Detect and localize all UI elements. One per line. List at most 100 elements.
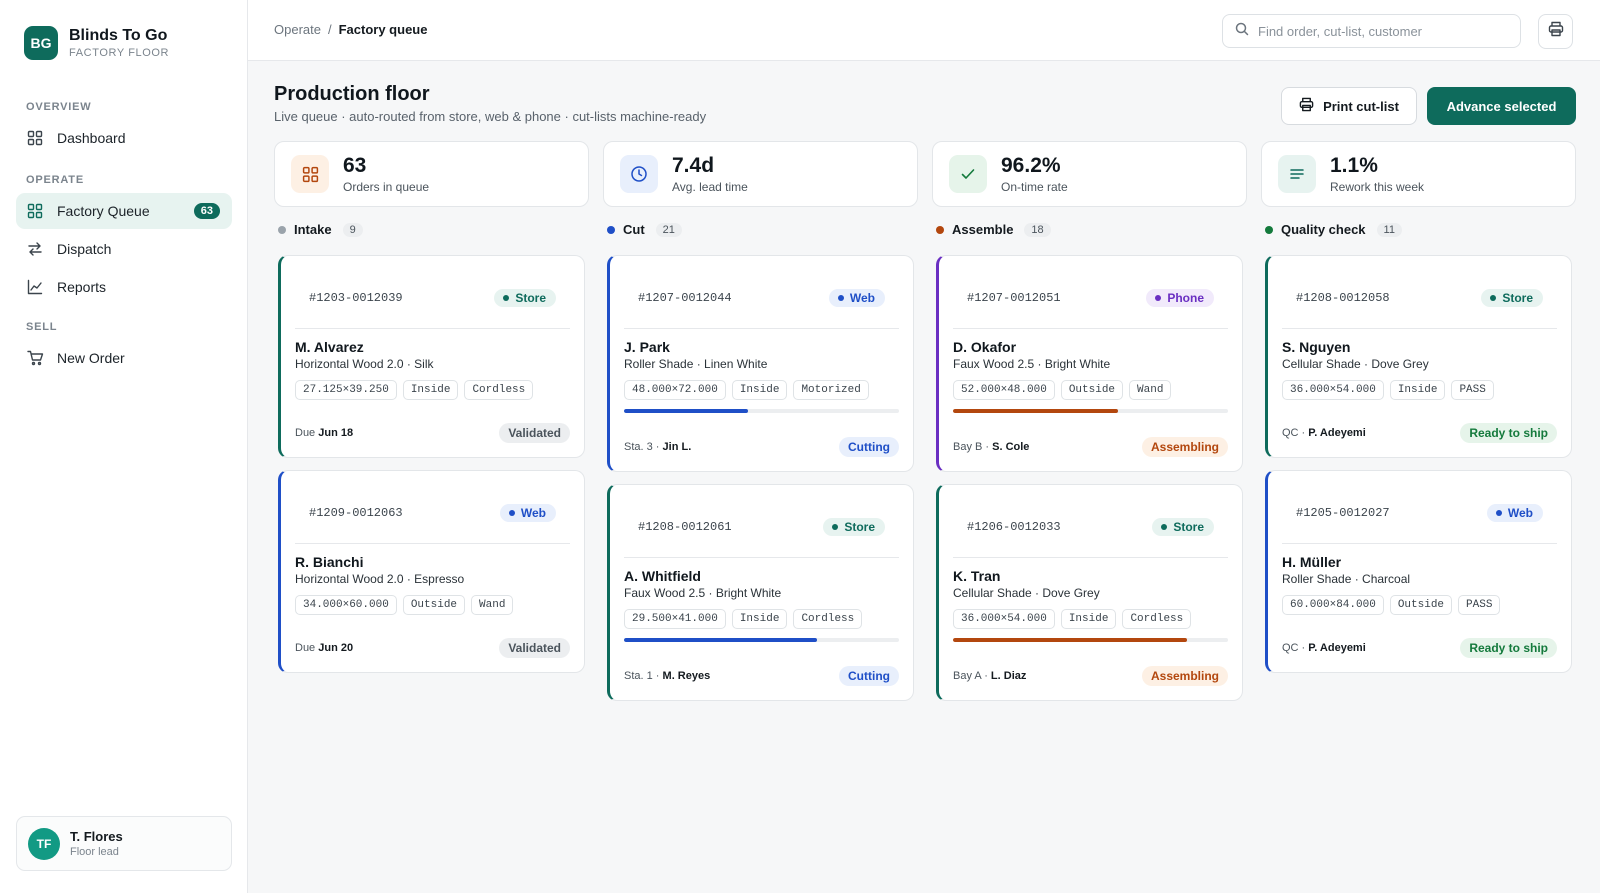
control-chip: Cordless — [793, 609, 863, 629]
brand-subtitle: FACTORY FLOOR — [69, 47, 170, 59]
spec-chips: 29.500×41.000 Inside Cordless — [624, 609, 863, 629]
station-label: Sta. 3 · — [624, 441, 660, 453]
card-header — [1282, 270, 1557, 329]
mount-chip: Outside — [1389, 595, 1453, 615]
dimension-chip: 29.500×41.000 — [624, 609, 726, 629]
column-title: Quality check — [1281, 222, 1366, 237]
inspector-info: QC · P. Adeyemi — [1282, 427, 1366, 439]
order-id: #1207-0012044 — [638, 291, 732, 305]
product-name: Horizontal Wood 2.0 · Silk — [295, 357, 434, 371]
channel-label: Store — [844, 520, 875, 534]
product-name: Roller Shade · Charcoal — [1282, 572, 1411, 586]
dimension-chip: 36.000×54.000 — [1282, 380, 1384, 400]
brand-name: Blinds To Go — [69, 27, 168, 44]
status-badge: Cutting — [839, 666, 899, 686]
stat-value: 7.4d — [672, 154, 715, 177]
order-id: #1207-0012051 — [967, 291, 1061, 305]
search-icon — [1235, 22, 1249, 41]
topbar: Operate / Factory queue — [248, 0, 1600, 61]
stat-orders-in-queue: 63 Orders in queue — [274, 141, 589, 207]
sidebar-item-reports[interactable]: Reports — [16, 269, 232, 305]
print-cut-list-button[interactable]: Print cut-list — [1281, 87, 1417, 125]
search-input[interactable] — [1258, 23, 1498, 39]
inspector-name: P. Adeyemi — [1308, 642, 1366, 654]
breadcrumb-operate[interactable]: Operate — [274, 22, 321, 37]
channel-label: Store — [1502, 291, 1533, 305]
dimension-chip: 52.000×48.000 — [953, 380, 1055, 400]
user-card[interactable]: TF T. Flores Floor lead — [16, 816, 232, 871]
customer-name: A. Whitfield — [624, 568, 701, 584]
channel-dot — [832, 524, 839, 530]
nav-section-operate: OPERATE — [26, 174, 84, 186]
control-chip: Wand — [1129, 380, 1172, 400]
product-name: Faux Wood 2.5 · Bright White — [953, 357, 1111, 371]
control-chip: Wand — [471, 595, 514, 615]
order-card[interactable]: #1205-0012027 Web H. Müller Roller Shade… — [1265, 470, 1572, 673]
sidebar-item-dashboard[interactable]: Dashboard — [16, 120, 232, 156]
status-dot — [278, 225, 286, 234]
status-badge: Ready to ship — [1460, 638, 1557, 658]
order-card[interactable]: #1207-0012051 Phone D. Okafor Faux Wood … — [936, 255, 1243, 472]
page-title: Production floor — [274, 83, 430, 105]
card-header — [953, 270, 1228, 329]
column-count: 9 — [342, 222, 363, 237]
spec-chips: 36.000×54.000 Inside PASS — [1282, 380, 1494, 400]
order-card[interactable]: #1207-0012044 Web J. Park Roller Shade ·… — [607, 255, 914, 472]
advance-selected-button[interactable]: Advance selected — [1427, 87, 1576, 125]
breadcrumb: Operate / Factory queue — [274, 22, 427, 37]
column-header-assemble: Assemble 18 — [936, 222, 1051, 237]
sidebar-item-dispatch[interactable]: Dispatch — [16, 231, 232, 267]
brand[interactable]: BG Blinds To Go FACTORY FLOOR — [24, 26, 169, 60]
station-info: Sta. 3 · Jin L. — [624, 441, 691, 453]
progress-bar — [953, 409, 1228, 413]
order-id: #1205-0012027 — [1296, 506, 1390, 520]
print-button[interactable] — [1538, 14, 1573, 49]
stat-value: 1.1% — [1330, 154, 1378, 177]
progress-fill — [953, 638, 1187, 642]
operator-name: L. Diaz — [990, 670, 1027, 682]
order-card[interactable]: #1208-0012058 Store S. Nguyen Cellular S… — [1265, 255, 1572, 458]
column-count: 21 — [655, 222, 682, 237]
status-badge: Validated — [499, 638, 570, 658]
column-title: Assemble — [952, 222, 1014, 237]
card-footer: Due Jun 20 Validated — [295, 638, 570, 658]
customer-name: R. Bianchi — [295, 554, 364, 570]
sidebar-item-label: Dispatch — [57, 241, 112, 257]
progress-fill — [953, 409, 1118, 413]
spec-chips: 34.000×60.000 Outside Wand — [295, 595, 514, 615]
card-header — [624, 270, 899, 329]
sidebar-item-label: Reports — [57, 279, 107, 295]
bay-info: Bay B · S. Cole — [953, 441, 1029, 453]
sidebar-item-label: New Order — [57, 350, 125, 366]
stat-lead-time: 7.4d Avg. lead time — [603, 141, 918, 207]
order-card[interactable]: #1203-0012039 Store M. Alvarez Horizonta… — [278, 255, 585, 458]
card-header — [1282, 485, 1557, 544]
dimension-chip: 27.125×39.250 — [295, 380, 397, 400]
nav-section-sell: SELL — [26, 321, 58, 333]
bay-label: Bay B · — [953, 441, 990, 453]
nav-section-overview: OVERVIEW — [26, 101, 92, 113]
sidebar-item-label: Factory Queue — [57, 203, 150, 219]
channel-label: Phone — [1167, 291, 1204, 305]
sidebar-item-new-order[interactable]: New Order — [16, 340, 232, 376]
channel-dot — [1490, 295, 1497, 301]
order-card[interactable]: #1209-0012063 Web R. Bianchi Horizontal … — [278, 470, 585, 673]
mount-chip: Inside — [402, 380, 459, 400]
channel-label: Web — [849, 291, 875, 305]
due-date: Due Jun 20 — [295, 642, 353, 654]
station-info: Sta. 1 · M. Reyes — [624, 670, 710, 682]
avatar: TF — [28, 827, 60, 860]
stat-value: 63 — [343, 154, 367, 177]
column-count: 11 — [1376, 222, 1402, 237]
status-badge: Validated — [499, 423, 570, 443]
print-cut-list-label: Print cut-list — [1323, 98, 1399, 114]
order-card[interactable]: #1206-0012033 Store K. Tran Cellular Sha… — [936, 484, 1243, 701]
order-card[interactable]: #1208-0012061 Store A. Whitfield Faux Wo… — [607, 484, 914, 701]
spec-chips: 36.000×54.000 Inside Cordless — [953, 609, 1192, 629]
inspector-label: QC · — [1282, 642, 1306, 654]
search-box[interactable] — [1222, 14, 1521, 48]
lines-icon — [1278, 155, 1316, 193]
sidebar-item-factory-queue[interactable]: Factory Queue 63 — [16, 193, 232, 229]
order-id: #1208-0012058 — [1296, 291, 1390, 305]
cart-icon — [26, 349, 44, 367]
